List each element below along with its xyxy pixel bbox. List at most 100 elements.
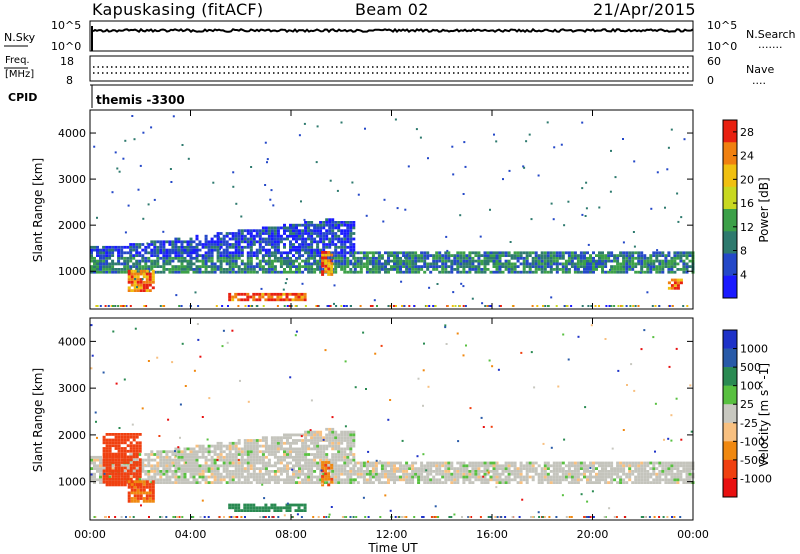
data-cell (546, 262, 550, 266)
data-cell (292, 234, 295, 238)
data-cell (522, 475, 526, 479)
data-cell (261, 240, 265, 244)
data-cell (483, 478, 487, 482)
data-cell (498, 467, 502, 470)
data-cell (583, 262, 586, 266)
data-cell (201, 467, 205, 470)
data-cell (396, 467, 399, 470)
data-cell (279, 444, 283, 448)
data-cell (352, 458, 356, 462)
data-cell (198, 450, 202, 454)
data-cell (356, 262, 360, 266)
data-cell (688, 254, 692, 257)
data-cell (225, 245, 229, 249)
data-cell (371, 270, 375, 274)
noise-cell (459, 214, 462, 217)
near-range-cell (610, 305, 613, 307)
data-cell (405, 262, 409, 266)
data-cell (228, 292, 232, 296)
data-cell (346, 237, 350, 241)
data-cell (528, 475, 532, 479)
data-cell (586, 265, 589, 268)
data-cell (322, 232, 326, 235)
data-cell (144, 458, 148, 462)
data-cell (368, 475, 372, 479)
data-cell (294, 509, 298, 512)
data-cell (267, 450, 271, 454)
data-cell (507, 481, 511, 484)
data-cell (462, 481, 466, 484)
data-cell (120, 458, 124, 462)
data-cell (592, 262, 595, 266)
data-cell (228, 444, 232, 448)
data-cell (334, 464, 338, 468)
data-cell (477, 475, 481, 479)
data-cell (531, 256, 535, 260)
data-cell (243, 270, 247, 274)
data-cell (249, 262, 253, 266)
data-cell (174, 256, 178, 260)
data-cell (126, 265, 130, 268)
data-cell (240, 470, 244, 473)
data-cell (295, 461, 298, 465)
noise-cell (197, 253, 200, 256)
near-range-cell (249, 305, 252, 307)
nave-tick-bottom: 0 (707, 74, 714, 87)
data-cell (462, 461, 466, 465)
noise-cell (452, 173, 455, 176)
data-cell (289, 453, 292, 456)
near-range-cell (114, 305, 117, 307)
data-cell (610, 270, 614, 274)
data-cell (120, 455, 124, 459)
near-range-cell (430, 516, 433, 518)
data-cell (480, 475, 484, 479)
data-cell (142, 480, 146, 484)
data-cell (138, 461, 142, 464)
data-cell (171, 450, 175, 454)
noise-cell (96, 436, 98, 439)
data-cell (129, 453, 133, 456)
data-cell (525, 251, 529, 255)
data-cell (576, 256, 580, 260)
data-cell (589, 259, 592, 263)
data-cell (295, 240, 298, 244)
data-cell (359, 259, 363, 263)
data-cell (142, 499, 146, 503)
data-cell (343, 234, 347, 238)
data-cell (192, 481, 196, 484)
data-cell (207, 245, 211, 249)
data-cell (228, 461, 232, 465)
data-cell (664, 478, 668, 482)
data-cell (567, 470, 571, 473)
data-cell (324, 262, 328, 265)
data-cell (117, 444, 121, 448)
data-cell (147, 265, 151, 268)
data-cell (142, 280, 146, 284)
data-cell (411, 472, 415, 476)
data-cell (129, 444, 133, 448)
data-cell (177, 265, 181, 268)
data-cell (225, 262, 229, 266)
data-cell (261, 259, 265, 263)
data-cell (231, 234, 235, 238)
noise-cell (639, 271, 642, 274)
noise-cell (153, 198, 156, 201)
data-cell (255, 458, 259, 462)
data-cell (319, 232, 323, 235)
data-cell (114, 262, 118, 266)
data-cell (420, 478, 424, 482)
data-cell (228, 298, 232, 302)
data-cell (195, 467, 199, 470)
data-cell (546, 270, 550, 274)
data-cell (255, 265, 259, 268)
noise-cell (383, 198, 386, 201)
data-cell (105, 447, 109, 450)
data-cell (340, 447, 344, 451)
data-cell (432, 254, 436, 257)
near-range-cell (464, 305, 467, 307)
data-cell (365, 270, 369, 274)
data-cell (393, 256, 396, 260)
data-cell (246, 259, 250, 263)
data-cell (337, 439, 341, 442)
data-cell (246, 298, 250, 302)
